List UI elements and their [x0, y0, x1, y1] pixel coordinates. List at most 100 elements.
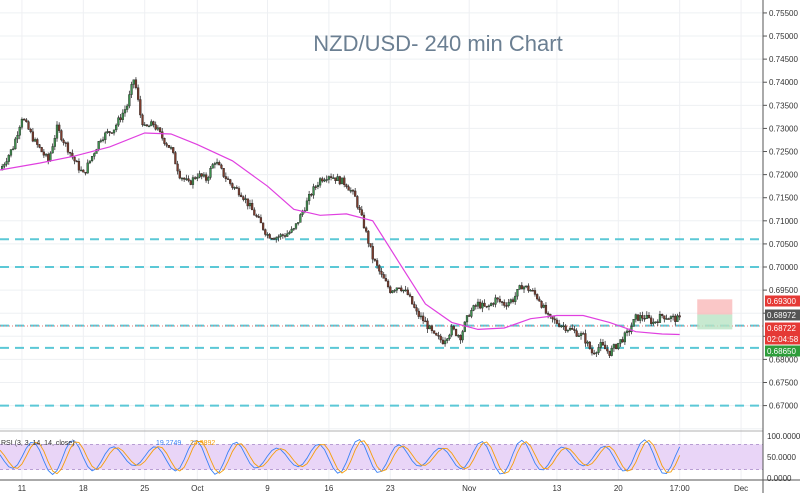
candle[interactable]: [579, 331, 583, 340]
candle[interactable]: [612, 343, 616, 352]
candle[interactable]: [476, 298, 480, 310]
candle[interactable]: [665, 314, 668, 320]
candle[interactable]: [498, 295, 502, 304]
candle[interactable]: [400, 285, 403, 293]
candle[interactable]: [325, 175, 328, 183]
time-axis[interactable]: 11 18 25 Oct 9 16 23 Nov 13 20 17:00 Dec: [18, 484, 748, 493]
candle[interactable]: [101, 136, 105, 143]
candle[interactable]: [150, 119, 153, 127]
candle[interactable]: [483, 299, 486, 307]
candle[interactable]: [654, 321, 657, 324]
candle[interactable]: [119, 113, 122, 123]
candle[interactable]: [180, 177, 184, 182]
candle[interactable]: [51, 143, 54, 154]
candle[interactable]: [371, 242, 374, 264]
candle[interactable]: [215, 158, 219, 166]
candle[interactable]: [358, 204, 361, 213]
candle[interactable]: [369, 243, 372, 248]
candle[interactable]: [538, 296, 541, 302]
candle[interactable]: [202, 172, 206, 178]
candle[interactable]: [117, 115, 120, 127]
candle[interactable]: [82, 169, 85, 173]
candle[interactable]: [270, 237, 273, 240]
candle[interactable]: [511, 297, 515, 304]
candle[interactable]: [305, 197, 309, 211]
candle[interactable]: [75, 159, 78, 163]
candle[interactable]: [520, 282, 523, 290]
candle[interactable]: [62, 138, 65, 146]
candle[interactable]: [345, 183, 348, 189]
candle[interactable]: [27, 120, 30, 130]
candle[interactable]: [272, 237, 276, 240]
candle[interactable]: [617, 342, 620, 351]
candle[interactable]: [237, 186, 241, 197]
candle[interactable]: [584, 329, 587, 347]
candle[interactable]: [137, 84, 140, 102]
candle[interactable]: [279, 233, 282, 240]
candle[interactable]: [639, 312, 642, 324]
candle[interactable]: [582, 331, 585, 335]
candle[interactable]: [183, 177, 186, 182]
candle[interactable]: [481, 300, 484, 313]
candle[interactable]: [80, 166, 83, 172]
candle[interactable]: [64, 141, 67, 147]
candle[interactable]: [432, 330, 436, 335]
candle[interactable]: [40, 146, 43, 153]
candle[interactable]: [630, 322, 633, 335]
candle[interactable]: [634, 313, 637, 323]
candle[interactable]: [3, 162, 6, 169]
candle[interactable]: [110, 132, 113, 134]
candle[interactable]: [424, 316, 427, 323]
candle[interactable]: [343, 175, 346, 188]
candle[interactable]: [169, 145, 173, 150]
candle[interactable]: [147, 124, 151, 128]
candle[interactable]: [308, 190, 311, 205]
candle[interactable]: [590, 345, 594, 356]
candle[interactable]: [393, 289, 396, 293]
candle[interactable]: [362, 212, 366, 230]
candle[interactable]: [251, 199, 254, 211]
candle[interactable]: [518, 284, 521, 290]
candle[interactable]: [426, 318, 429, 333]
candle[interactable]: [380, 267, 383, 278]
candle[interactable]: [53, 135, 56, 151]
candle[interactable]: [404, 285, 407, 292]
candle[interactable]: [310, 193, 313, 197]
candle[interactable]: [553, 315, 556, 324]
candle[interactable]: [562, 322, 565, 330]
candle[interactable]: [472, 304, 475, 312]
candle[interactable]: [391, 290, 394, 294]
candle[interactable]: [154, 121, 157, 131]
candle[interactable]: [505, 302, 508, 310]
candle[interactable]: [588, 341, 591, 350]
candle[interactable]: [448, 333, 451, 341]
candle[interactable]: [321, 176, 324, 183]
candle[interactable]: [485, 305, 488, 309]
candle[interactable]: [468, 313, 471, 317]
candle[interactable]: [531, 288, 534, 292]
candle[interactable]: [382, 271, 385, 279]
candle[interactable]: [38, 144, 41, 149]
candle[interactable]: [36, 137, 39, 148]
candle[interactable]: [663, 315, 666, 323]
candle[interactable]: [336, 173, 339, 181]
candle[interactable]: [397, 287, 401, 290]
candle[interactable]: [264, 228, 267, 237]
candle[interactable]: [422, 312, 425, 324]
candle[interactable]: [290, 226, 293, 234]
candle[interactable]: [108, 131, 111, 137]
candle[interactable]: [347, 184, 350, 191]
candle[interactable]: [213, 161, 216, 169]
candle[interactable]: [461, 329, 464, 343]
candle[interactable]: [123, 105, 127, 117]
candle[interactable]: [90, 155, 94, 163]
candle[interactable]: [650, 315, 653, 326]
candle[interactable]: [360, 205, 363, 216]
candle[interactable]: [5, 157, 8, 167]
candle[interactable]: [7, 154, 10, 165]
candle[interactable]: [115, 123, 118, 133]
candle[interactable]: [378, 264, 381, 275]
candle[interactable]: [261, 222, 265, 231]
candle[interactable]: [31, 127, 35, 143]
candle[interactable]: [656, 319, 659, 326]
